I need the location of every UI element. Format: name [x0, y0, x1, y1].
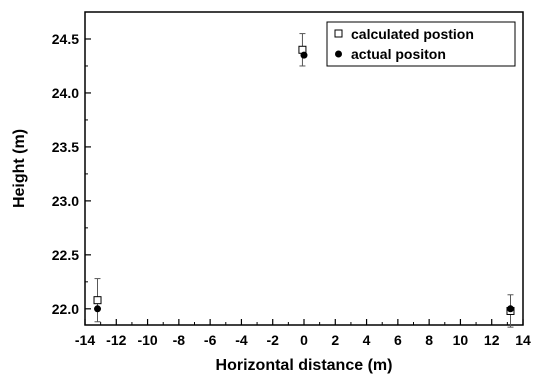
actual-position-point — [94, 305, 102, 313]
y-tick-label: 24.0 — [52, 85, 79, 101]
x-tick-label: 2 — [331, 332, 339, 348]
x-tick-label: -10 — [137, 332, 157, 348]
calculated-position-point — [93, 296, 102, 305]
x-tick-label: 14 — [515, 332, 531, 348]
x-tick-label: -2 — [266, 332, 279, 348]
legend-symbol-calculated — [334, 29, 343, 38]
actual-position-point — [300, 51, 308, 59]
legend-box — [326, 21, 516, 67]
y-tick-label: 23.5 — [52, 139, 79, 155]
y-tick-label: 22.5 — [52, 247, 79, 263]
legend: calculated postion actual positon — [326, 21, 516, 67]
data-points — [93, 45, 515, 315]
legend-symbol-actual — [335, 50, 342, 58]
x-axis-title: Horizontal distance (m) — [216, 357, 393, 374]
x-tick-label: -12 — [106, 332, 126, 348]
x-tick-label: -8 — [173, 332, 186, 348]
x-tick-label: -6 — [204, 332, 217, 348]
y-tick-label: 24.5 — [52, 31, 79, 47]
x-tick-label: -14 — [75, 332, 95, 348]
x-tick-label: 8 — [425, 332, 433, 348]
x-tick-label: 10 — [453, 332, 469, 348]
legend-label-calculated: calculated postion — [351, 26, 474, 42]
actual-position-point — [506, 305, 514, 313]
y-axis-title: Height (m) — [11, 129, 28, 208]
x-tick-label: 4 — [363, 332, 371, 348]
x-tick-label: 12 — [484, 332, 500, 348]
x-tick-label: 0 — [300, 332, 308, 348]
error-bars — [94, 33, 514, 328]
legend-label-actual: actual positon — [351, 46, 446, 62]
x-tick-label: -4 — [235, 332, 248, 348]
y-tick-label: 23.0 — [52, 193, 79, 209]
x-tick-label: 6 — [394, 332, 402, 348]
ticks: -14 -12 -10 -8 -6 -4 -2 0 2 4 6 8 10 12 14 22.0 22.5 23.0… — [52, 31, 531, 348]
y-tick-label: 22.0 — [52, 301, 79, 317]
